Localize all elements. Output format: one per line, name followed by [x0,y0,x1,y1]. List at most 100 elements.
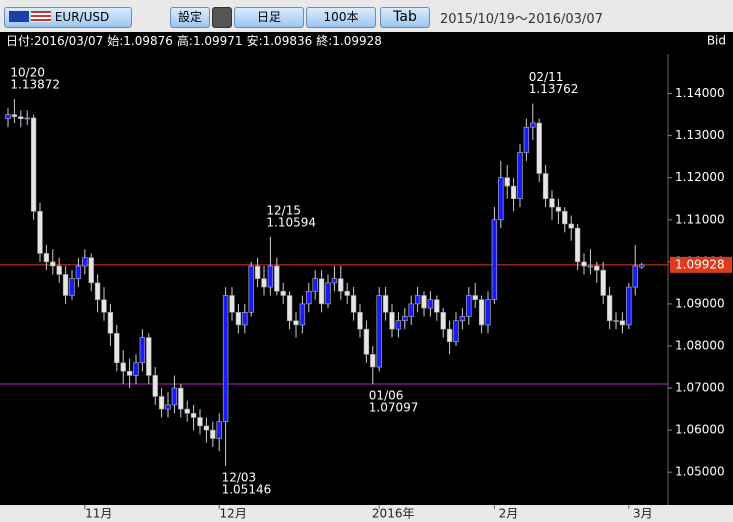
candle-body [229,295,235,313]
candle-body [248,265,254,313]
info-part: 高: [177,33,193,48]
x-axis-strip [0,505,733,522]
candle-body [562,211,568,225]
candle-body [133,362,139,376]
annotation-date: 10/20 [10,65,45,79]
candle-body [402,316,408,322]
candle-body [75,265,82,279]
menu-button[interactable] [212,7,232,28]
x-tick-label: 2016年 [372,507,415,521]
candle-body [581,261,587,267]
candle-body [312,278,318,292]
candle-body [350,295,357,313]
side-label: Bid [707,34,726,48]
us-flag [31,11,51,22]
annotation-value: 1.13872 [10,77,60,91]
y-tick-label: 1.08000 [675,338,725,352]
period-button[interactable]: 日足 [234,7,304,28]
candle-body [62,274,69,296]
candle-body [440,312,446,330]
candle-body [107,312,114,334]
candle-body [82,257,88,267]
count-button[interactable]: 100本 [306,7,376,28]
info-part: 1.09876 [123,34,173,48]
info-part: 1.09836 [263,34,313,48]
candle-body [555,206,562,212]
candle-body [203,425,210,431]
candle-body [158,396,165,410]
plot-background [0,32,733,505]
info-part: 日付: [6,34,34,48]
candle-body [446,328,453,343]
candle-body [421,295,427,309]
settings-button[interactable]: 設定 [170,7,210,28]
info-part: 1.09928 [332,34,382,48]
candle-body [5,114,11,120]
candle-body [613,320,619,323]
candle-body [261,278,267,288]
candle-body [146,337,152,376]
candle-body [600,269,606,296]
candle-body [549,198,555,208]
y-tick-label: 1.06000 [675,423,725,437]
date-range: 2015/10/19～2016/03/07 [440,12,603,27]
candle-body [344,290,350,296]
info-part: 始: [107,34,123,48]
candle-body [466,295,472,317]
candle-body [152,375,158,397]
candle-body [94,282,101,300]
y-tick-label: 1.12000 [675,170,725,184]
y-tick-label: 1.09000 [675,296,725,310]
pair-button[interactable]: EUR/USD [4,7,132,28]
candle-body [56,265,62,275]
candle-body [485,299,491,326]
toolbar: EUR/USD 設定 日足 100本 Tab 2015/10/19～2016/0… [0,0,733,32]
candle-body [11,114,18,117]
candle-body [88,257,94,284]
candle-body [254,265,261,279]
candle-body [43,253,50,263]
x-tick-label: 11月 [85,507,112,521]
tab-button[interactable]: Tab [380,7,430,28]
candle-body [37,211,43,254]
candle-body [491,219,498,300]
candle-body [306,290,312,305]
candle-body [472,295,478,300]
price-label-box [670,256,732,273]
candle-body [594,265,600,271]
y-tick-label: 1.05000 [675,465,725,479]
price-label: 1.09928 [675,257,725,271]
candle-body [242,312,248,326]
candle-body [235,312,242,326]
candle-body [286,295,293,322]
candle-body [222,295,229,422]
info-part: 2016/03/07 [34,34,103,48]
candle-body [114,333,120,364]
candle-body [120,362,126,372]
candle-body [478,299,485,326]
info-part: 終: [316,33,332,48]
candle-body [267,265,274,288]
candle-body [190,412,197,418]
candle-body [30,117,37,212]
candle-body [293,320,299,326]
candle-body [338,278,344,292]
info-part: 1.09971 [193,34,243,48]
candle-body [498,177,504,221]
eu-flag [9,11,29,22]
candle-body [395,320,402,330]
candle-body [274,265,280,292]
annotation-date: 12/15 [266,203,301,217]
candle-body [24,117,30,120]
candle-body [389,312,395,330]
candle-body [638,264,645,268]
x-tick-label: 2月 [499,507,519,521]
candle-body [126,370,133,376]
y-tick-label: 1.14000 [675,86,725,100]
candle-body [363,328,370,355]
candle-body [568,223,574,229]
candle-body [414,295,421,305]
annotation-value: 1.13762 [529,82,579,96]
candle-body [210,429,216,439]
